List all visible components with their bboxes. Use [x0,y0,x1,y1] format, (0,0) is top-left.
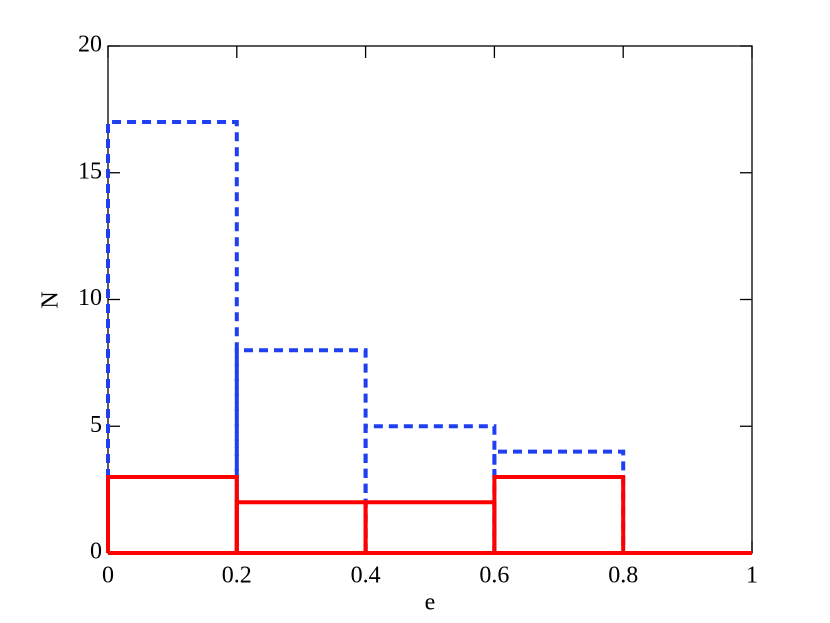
x-tick-label: 0.8 [608,563,638,589]
y-axis-label: N [38,291,64,308]
histogram-bar [106,120,239,553]
histogram-bar [492,474,626,553]
histogram-bar [492,449,626,553]
y-tick-label: 10 [78,285,102,311]
y-tick-label: 5 [90,412,102,438]
histogram-bar [234,500,368,553]
x-tick-label: 0.2 [222,563,252,589]
histogram-bar [363,500,497,553]
x-tick-label: 1 [746,563,758,589]
x-tick-label: 0.4 [351,563,381,589]
histogram-bar [106,474,239,553]
y-tick-label: 20 [78,32,102,58]
x-axis-label: e [425,590,436,616]
histogram-bar [234,348,368,553]
y-tick-label: 0 [90,539,102,565]
y-tick-label: 15 [78,158,102,184]
x-tick-label: 0 [102,563,114,589]
histogram-bar [363,424,497,553]
x-tick-label: 0.6 [479,563,509,589]
